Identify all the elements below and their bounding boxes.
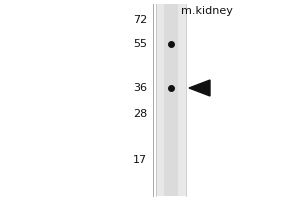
Text: 55: 55 [133, 39, 147, 49]
Text: m.kidney: m.kidney [181, 6, 233, 16]
Bar [164, 4, 178, 196]
Text: 28: 28 [133, 109, 147, 119]
Text: 17: 17 [133, 155, 147, 165]
Text: 72: 72 [133, 15, 147, 25]
Polygon shape [189, 80, 210, 96]
Text: 36: 36 [133, 83, 147, 93]
Bar [156, 4, 186, 196]
